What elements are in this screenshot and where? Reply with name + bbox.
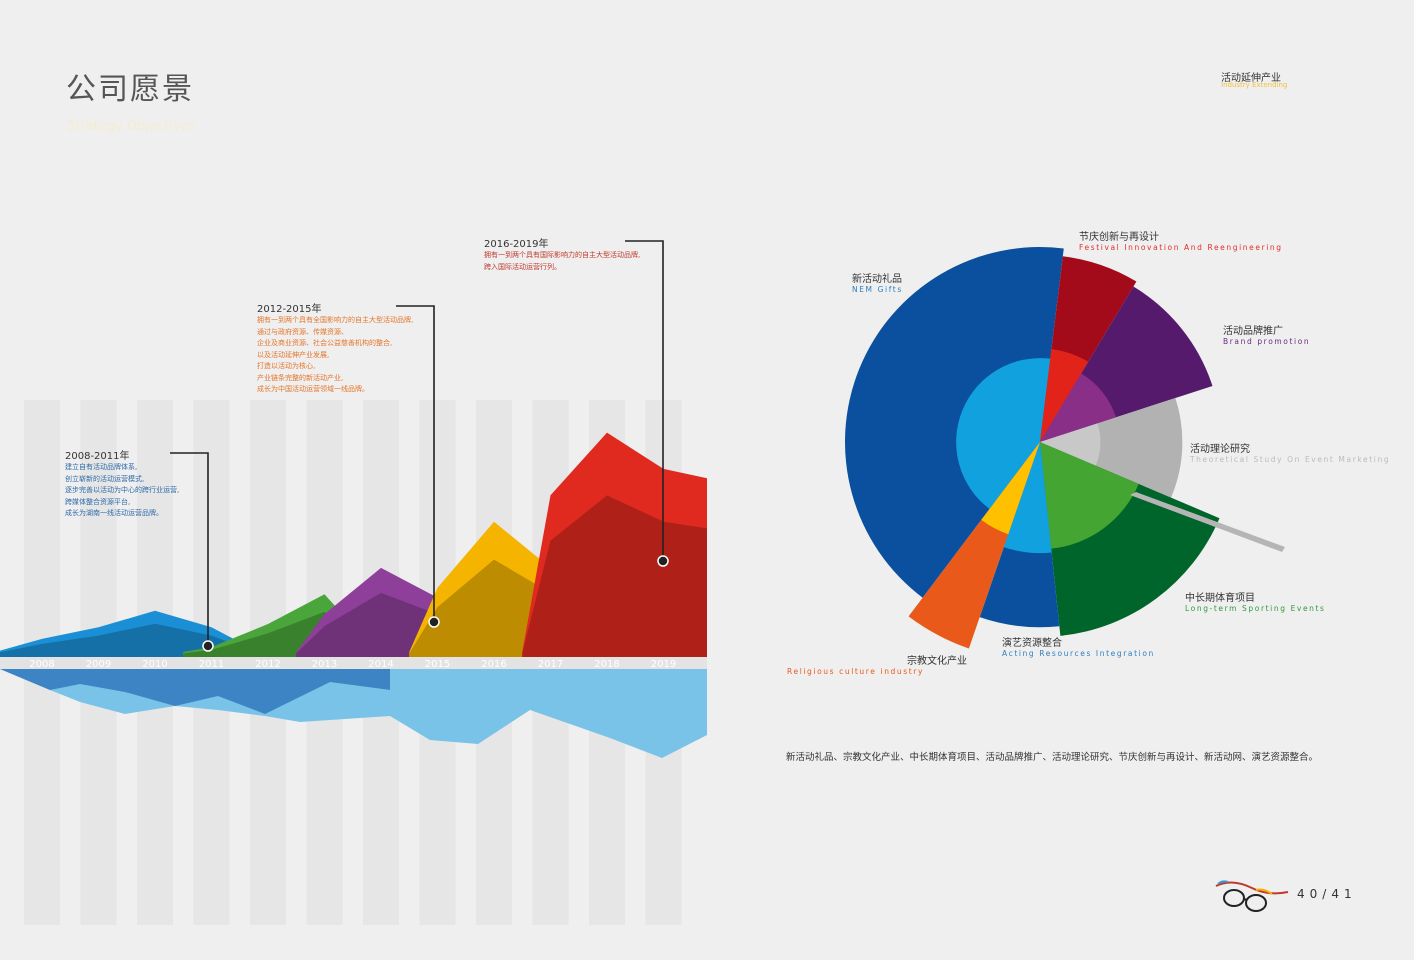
pie-label-theory: 活动理论研究 Theoretical Study On Event Market…: [1190, 440, 1390, 464]
leader-dot-1: [202, 640, 214, 652]
pie-slice-inner-2: [1040, 349, 1089, 442]
pie-label-en: Theoretical Study On Event Marketing: [1190, 455, 1391, 464]
pie-slice-inner-6: [1003, 442, 1052, 554]
area-series-1-shade: [0, 623, 237, 657]
x-tick-label: 2014: [368, 659, 393, 670]
pie-label-festival: 节庆创新与再设计 Festival Innovation And Reengin…: [1079, 228, 1283, 252]
annotation-year: 2012-2015年: [257, 304, 322, 315]
reflection-dark: [0, 669, 390, 714]
x-tick-label: 2008: [29, 659, 54, 670]
page-number: 40/41: [1297, 887, 1357, 901]
pie-label-en: NEM Gifts: [852, 285, 903, 294]
pie-label-cn: 节庆创新与再设计: [1079, 232, 1159, 243]
pie-slice-inner-4: [1040, 423, 1101, 466]
pie-slice-inner-1: [956, 358, 1051, 509]
pie-label-cn: 活动理论研究: [1190, 444, 1250, 455]
annotation-year: 2016-2019年: [484, 239, 549, 250]
x-tick-label: 2017: [538, 659, 563, 670]
annotation-line: 跨媒体整合资源平台,: [65, 497, 131, 506]
annotation-line: 拥有一到两个具有全国影响力的自主大型活动品牌,: [257, 316, 414, 324]
annotation-line: 逐步完善以活动为中心的跨行业运营,: [65, 486, 180, 494]
pie-label-acting: 演艺资源整合 Acting Resources Integration: [1002, 634, 1155, 658]
pie-label-cn: 新活动礼品: [852, 274, 902, 285]
x-tick-label: 2009: [86, 659, 111, 670]
area-chart: 2008 2009 2010 2011 2012 2013 2014 2015 2016 2017…: [0, 240, 707, 758]
pie-label-cn: 活动品牌推广: [1223, 326, 1283, 337]
x-tick-label: 2012: [255, 659, 280, 670]
pie-slice-inner-3: [1040, 373, 1117, 442]
annotation-line: 产业链条完整的新活动产业,: [257, 373, 344, 382]
x-tick-label: 2016: [481, 659, 506, 670]
pie-slice-outer-4: [1040, 398, 1183, 498]
leader-line-3: [625, 240, 664, 561]
annotation-2016-2019: 2016-2019年 拥有一到两个具有国际影响力的自主大型活动品牌, 跨入国际活…: [484, 235, 640, 273]
area-series-5-shade: [522, 495, 707, 657]
pie-label-en: Festival Innovation And Reengineering: [1079, 243, 1283, 252]
annotation-line: 成长为湖南一线活动运营品牌。: [65, 509, 163, 517]
x-tick-label: 2011: [199, 659, 224, 670]
polar-pie-chart: [845, 247, 1285, 649]
annotation-2012-2015: 2012-2015年 拥有一到两个具有全国影响力的自主大型活动品牌, 通过与政府…: [257, 300, 413, 396]
pie-label-en: Religious culture industry: [787, 667, 925, 676]
x-axis-band: [0, 657, 707, 669]
annotation-year: 2008-2011年: [65, 451, 130, 462]
annotation-line: 跨入国际活动运营行列。: [484, 262, 561, 271]
pie-slice-inner-7: [981, 442, 1040, 535]
page-title: 公司愿景: [66, 72, 194, 107]
pie-pointer-bar: [1130, 492, 1285, 552]
page-subtitle: Strategy Objectives: [67, 119, 196, 134]
annotation-line: 创立崭新的活动运营模式,: [65, 474, 145, 483]
pie-label-en: Acting Resources Integration: [1002, 649, 1155, 658]
pie-slice-inner-5: [1040, 442, 1139, 549]
annotation-line: 通过与政府资源、传媒资源、: [257, 327, 348, 336]
x-tick-label: 2019: [651, 659, 676, 670]
x-tick-label: 2013: [312, 659, 337, 670]
annotation-line: 以及活动延伸产业发展,: [257, 350, 330, 359]
x-tick-label: 2015: [425, 659, 450, 670]
pie-label-sports: 中长期体育项目 Long-term Sporting Events: [1185, 589, 1326, 613]
annotation-line: 企业及商业资源、社会公益慈善机构的整合,: [257, 339, 393, 347]
section-title: 活动延伸产业: [1221, 73, 1281, 84]
summary-text: 新活动礼品、宗教文化产业、中长期体育项目、活动品牌推广、活动理论研究、节庆创新与…: [786, 752, 1319, 763]
pie-label-en: Long-term Sporting Events: [1185, 604, 1326, 613]
pie-label-cn: 演艺资源整合: [1002, 638, 1062, 649]
x-tick-label: 2010: [142, 659, 167, 670]
leader-dot-2: [428, 616, 440, 628]
x-tick-label: 2018: [594, 659, 619, 670]
section-subtitle: Industry Extending: [1221, 81, 1288, 89]
pie-label-religious: 宗教文化产业 Religious culture industry: [787, 652, 967, 676]
annotation-line: 拥有一到两个具有国际影响力的自主大型活动品牌,: [484, 251, 641, 259]
leader-line-2: [396, 305, 435, 622]
pie-label-en: Brand promotion: [1223, 337, 1311, 346]
annotation-line: 打造以活动为核心,: [257, 362, 316, 370]
leader-line-1: [170, 452, 209, 646]
pie-label-brand: 活动品牌推广 Brand promotion: [1223, 322, 1310, 346]
leader-dot-3: [657, 555, 669, 567]
pie-slice-outer-1: [845, 247, 1064, 598]
pie-label-cn: 宗教文化产业: [907, 656, 967, 667]
glasses-logo-icon: [1215, 880, 1289, 912]
pie-label-cn: 中长期体育项目: [1185, 593, 1255, 604]
annotation-line: 成长为中国活动运营领域一线品牌。: [257, 385, 369, 393]
annotation-line: 建立自有活动品牌体系,: [65, 463, 138, 471]
pie-label-gifts: 新活动礼品 NEM Gifts: [852, 270, 903, 294]
annotation-2008-2011: 2008-2011年 建立自有活动品牌体系, 创立崭新的活动运营模式, 逐步完善…: [65, 447, 179, 520]
